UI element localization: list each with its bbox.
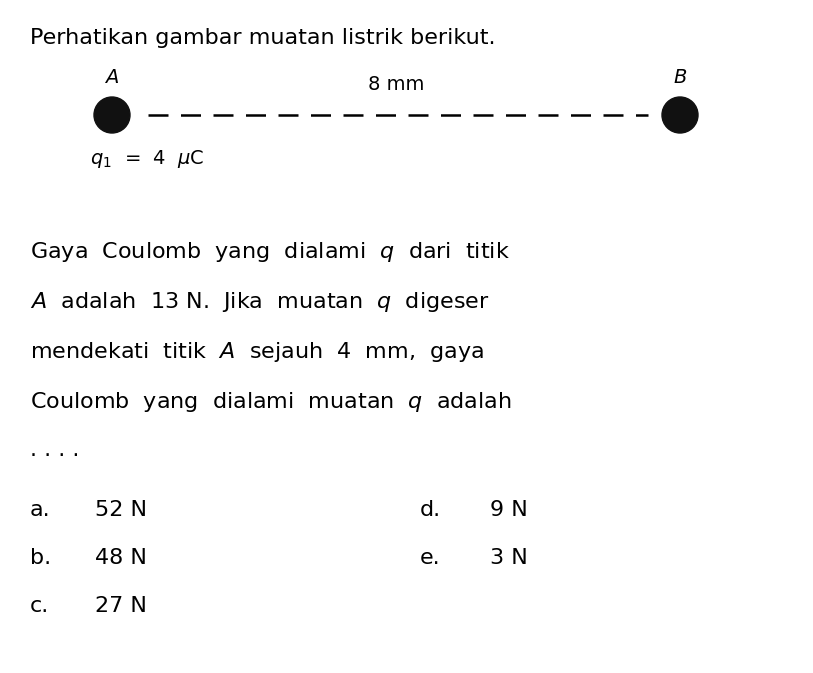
Text: Coulomb  yang  dialami  muatan  $q$  adalah: Coulomb yang dialami muatan $q$ adalah <box>30 390 511 414</box>
Text: 3 N: 3 N <box>490 548 528 568</box>
Text: a.: a. <box>30 500 50 520</box>
Text: $q_1$  =  4  $\mu$C: $q_1$ = 4 $\mu$C <box>90 148 205 170</box>
Text: A: A <box>106 68 119 87</box>
Text: e.: e. <box>420 548 441 568</box>
Text: $A$  adalah  13 N.  Jika  muatan  $q$  digeser: $A$ adalah 13 N. Jika muatan $q$ digeser <box>30 290 489 314</box>
Text: B: B <box>673 68 687 87</box>
Text: . . . .: . . . . <box>30 440 80 460</box>
Text: 48 N: 48 N <box>95 548 147 568</box>
Text: 27 N: 27 N <box>95 596 147 616</box>
Circle shape <box>94 97 130 133</box>
Circle shape <box>662 97 698 133</box>
Text: mendekati  titik  $A$  sejauh  4  mm,  gaya: mendekati titik $A$ sejauh 4 mm, gaya <box>30 340 484 364</box>
Text: Perhatikan gambar muatan listrik berikut.: Perhatikan gambar muatan listrik berikut… <box>30 28 495 48</box>
Text: 9 N: 9 N <box>490 500 528 520</box>
Text: 8 mm: 8 mm <box>367 75 424 94</box>
Text: d.: d. <box>420 500 441 520</box>
Text: Gaya  Coulomb  yang  dialami  $q$  dari  titik: Gaya Coulomb yang dialami $q$ dari titik <box>30 240 510 264</box>
Text: 52 N: 52 N <box>95 500 147 520</box>
Text: b.: b. <box>30 548 51 568</box>
Text: c.: c. <box>30 596 50 616</box>
